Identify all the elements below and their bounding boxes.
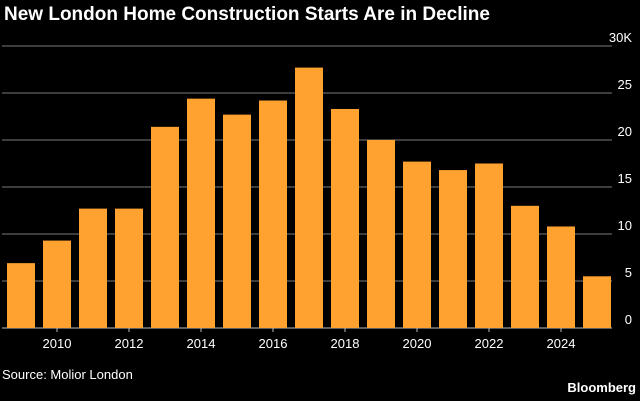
- x-tick-label: 2014: [187, 336, 216, 351]
- bar-2025: [583, 276, 611, 328]
- source-note: Source: Molior London: [2, 367, 133, 382]
- y-tick-label: 25: [618, 77, 632, 92]
- y-tick-label: 0: [625, 312, 632, 327]
- x-tick-label: 2012: [115, 336, 144, 351]
- y-tick-label: 30K: [609, 30, 632, 45]
- bars: [7, 67, 611, 329]
- bar-2012: [115, 208, 143, 328]
- bar-2014: [187, 98, 215, 328]
- bar-2022: [475, 163, 503, 328]
- bar-2024: [547, 226, 575, 328]
- bar-2019: [367, 140, 395, 328]
- bar-2020: [403, 161, 431, 328]
- bar-2016: [259, 100, 287, 329]
- x-tick-label: 2018: [331, 336, 360, 351]
- bar-2011: [79, 208, 107, 328]
- bar-2018: [331, 108, 359, 328]
- bar-2015: [223, 114, 251, 329]
- x-tick-label: 2020: [403, 336, 432, 351]
- x-tick-label: 2024: [547, 336, 576, 351]
- x-tick-label: 2022: [475, 336, 504, 351]
- y-tick-label: 15: [618, 171, 632, 186]
- bar-2010: [43, 240, 71, 328]
- x-tick-label: 2016: [259, 336, 288, 351]
- bar-2017: [295, 67, 323, 329]
- bloomberg-logo: Bloomberg: [567, 380, 636, 395]
- bar-2013: [151, 126, 179, 328]
- chart-title: New London Home Construction Starts Are …: [4, 4, 490, 25]
- bar-2009: [7, 263, 35, 328]
- bar-chart: 2010 2012 2014 2016 2018 2020 2022 2024 0 5 10 15 2…: [2, 30, 632, 351]
- bar-2021: [439, 170, 467, 328]
- y-tick-label: 10: [618, 218, 632, 233]
- y-tick-label: 5: [625, 265, 632, 280]
- bar-2023: [511, 205, 539, 328]
- y-axis: 0 5 10 15 20 25 30K: [609, 30, 632, 327]
- y-tick-label: 20: [618, 124, 632, 139]
- x-axis: 2010 2012 2014 2016 2018 2020 2022 2024: [43, 328, 576, 351]
- x-tick-label: 2010: [43, 336, 72, 351]
